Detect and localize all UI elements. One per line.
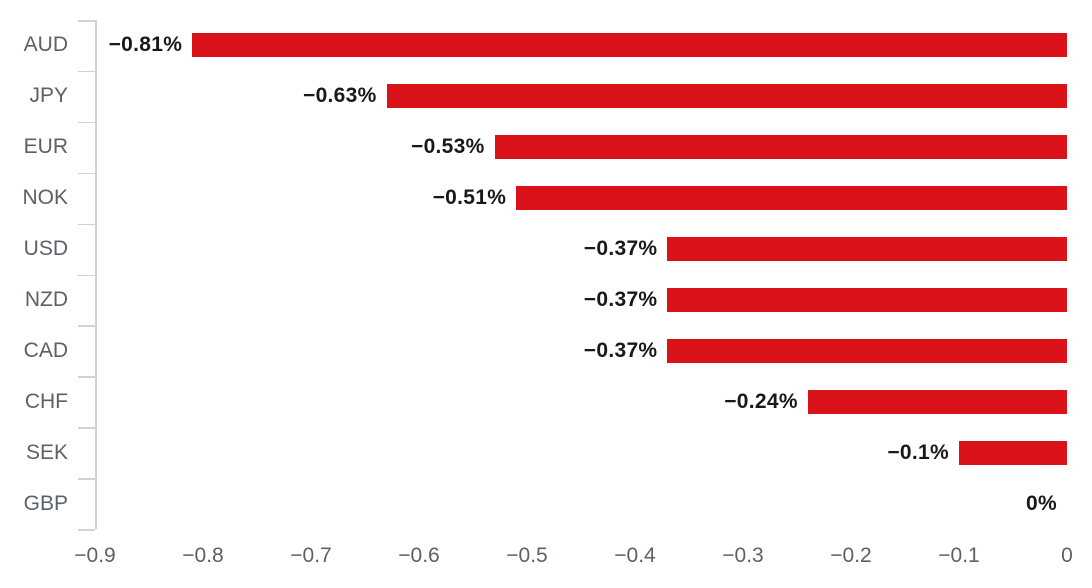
category-label-sek: SEK [25,440,68,464]
x-axis-tick-label: −0.1 [938,544,980,567]
category-axis-tick [78,325,95,327]
x-axis-tick-label: −0.8 [182,544,224,567]
bar-value-label-aud: −0.81% [108,33,183,57]
bar-chf [807,389,1067,414]
bar-usd [667,237,1067,262]
category-label-aud: AUD [23,33,68,57]
x-axis-tick-label: −0.4 [614,544,656,567]
category-axis-tick [78,478,95,480]
category-label-chf: CHF [24,389,68,413]
x-axis-tick-label: −0.9 [74,544,116,567]
x-axis-tick-label: −0.5 [506,544,548,567]
bar-sek [959,440,1067,465]
category-axis-tick [78,274,95,276]
bar-value-label-cad: −0.37% [583,338,658,362]
bar-value-label-eur: −0.53% [411,135,485,159]
x-axis-tick-label: −0.7 [290,544,332,567]
category-label-jpy: JPY [29,84,68,108]
x-axis-tick-label: 0 [1061,544,1073,567]
bar-value-label-nok: −0.51% [432,186,507,210]
bar-value-label-gbp: 0% [1026,491,1057,515]
bar-value-label-usd: −0.37% [583,237,658,261]
bar-value-label-jpy: −0.63% [303,84,377,108]
bar-jpy [386,84,1067,109]
category-axis-tick [78,427,95,429]
bar-nzd [667,287,1067,312]
category-label-gbp: GBP [23,491,68,515]
x-axis-tick-label: −0.6 [398,544,440,567]
category-label-eur: EUR [23,135,68,159]
category-axis-tick [78,529,95,531]
bar-cad [667,338,1067,363]
bar-value-label-nzd: −0.37% [583,287,658,311]
bar-eur [494,135,1067,160]
category-label-nok: NOK [22,186,68,210]
category-axis-tick [78,20,95,22]
category-axis-tick [78,172,95,175]
category-label-cad: CAD [23,338,68,362]
x-axis-tick-label: −0.2 [830,544,872,567]
bar-value-label-sek: −0.1% [887,440,949,464]
category-axis-tick [78,70,95,73]
bar-nok [516,186,1067,211]
bar-value-label-chf: −0.24% [724,389,798,413]
y-axis-line [95,20,97,529]
category-axis-tick [78,121,95,124]
category-label-nzd: NZD [24,287,68,311]
category-label-usd: USD [23,237,68,261]
x-axis-tick-label: −0.3 [722,544,764,567]
category-axis-tick [78,376,95,378]
bar-aud [192,33,1067,58]
category-axis-tick [78,223,95,226]
